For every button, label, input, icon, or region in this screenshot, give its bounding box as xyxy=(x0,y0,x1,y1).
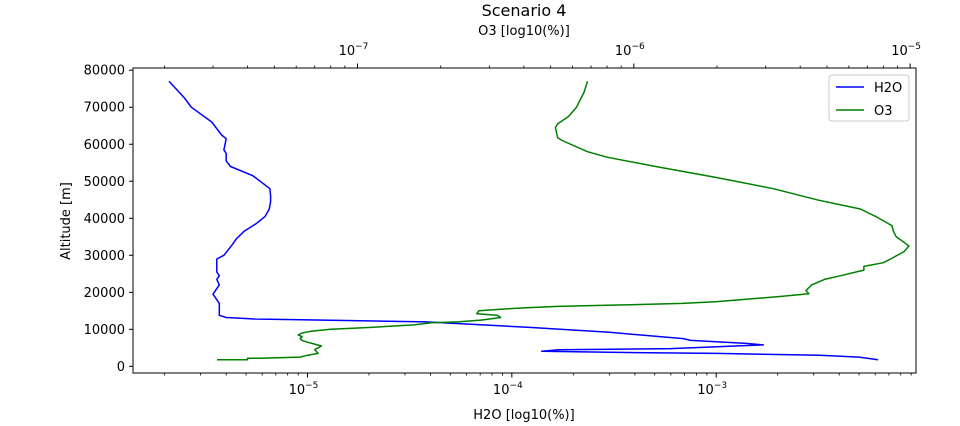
y-tick-label: 70000 xyxy=(84,101,125,116)
y-tick-label: 20000 xyxy=(84,286,125,301)
legend: H2O O3 xyxy=(828,74,910,122)
y-tick-label: 40000 xyxy=(84,212,125,227)
x-top-tick-label: 10−6 xyxy=(615,42,645,59)
y-axis-label: Altitude [m] xyxy=(59,182,74,260)
y-tick-label: 50000 xyxy=(84,175,125,190)
series-line-h2o xyxy=(168,80,879,361)
x-top-tick-label: 10−5 xyxy=(891,42,921,59)
series-line-o3 xyxy=(217,81,910,361)
y-tick-label: 60000 xyxy=(84,138,125,153)
x-bottom-tick-label: 10−3 xyxy=(697,381,727,398)
y-tick-label: 80000 xyxy=(84,64,125,79)
plot-area xyxy=(168,80,910,361)
x-bottom-tick-label: 10−4 xyxy=(493,381,523,398)
chart-title: Scenario 4 xyxy=(482,1,567,20)
axes-frame xyxy=(132,67,917,374)
top-axis-label: O3 [log10(%)] xyxy=(478,24,570,39)
y-tick-label: 30000 xyxy=(84,249,125,264)
legend-label-h2o: H2O xyxy=(874,81,902,96)
axes-ticks: 0 10000 20000 30000 40000 50000 60000 70000 8000… xyxy=(84,42,921,398)
x-bottom-tick-label: 10−5 xyxy=(289,381,319,398)
x-top-tick-label: 10−7 xyxy=(339,42,369,59)
legend-label-o3: O3 xyxy=(874,104,893,119)
y-tick-label: 10000 xyxy=(84,323,125,338)
y-tick-label: 0 xyxy=(117,360,125,375)
bottom-axis-label: H2O [log10(%)] xyxy=(473,408,574,423)
